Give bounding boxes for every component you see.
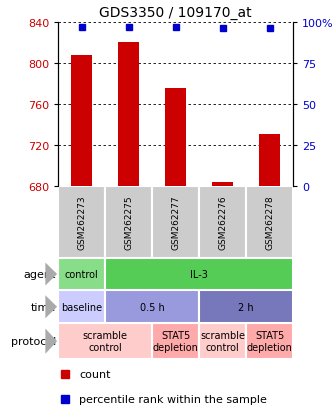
Bar: [105, 186, 152, 258]
Text: protocol: protocol: [11, 336, 56, 347]
Text: GSM262275: GSM262275: [124, 195, 133, 249]
Bar: [246, 323, 293, 359]
Bar: [58, 258, 105, 291]
Bar: [58, 323, 152, 359]
Bar: [152, 186, 199, 258]
Text: control: control: [65, 269, 99, 279]
Text: STAT5
depletion: STAT5 depletion: [153, 330, 198, 353]
Text: IL-3: IL-3: [190, 269, 208, 279]
Bar: [152, 323, 199, 359]
Bar: [259, 135, 280, 186]
Bar: [105, 258, 293, 291]
Text: scramble
control: scramble control: [200, 330, 245, 353]
Text: STAT5
depletion: STAT5 depletion: [247, 330, 292, 353]
Bar: [199, 291, 293, 323]
Bar: [199, 186, 246, 258]
Text: GSM262278: GSM262278: [265, 195, 274, 249]
Bar: [71, 55, 92, 186]
Text: 0.5 h: 0.5 h: [140, 302, 165, 312]
Text: GSM262273: GSM262273: [77, 195, 86, 249]
Text: agent: agent: [24, 269, 56, 279]
Bar: [246, 186, 293, 258]
Text: percentile rank within the sample: percentile rank within the sample: [79, 394, 267, 404]
Polygon shape: [45, 329, 57, 354]
Title: GDS3350 / 109170_at: GDS3350 / 109170_at: [99, 6, 252, 20]
Bar: [58, 186, 105, 258]
Text: time: time: [31, 302, 56, 312]
Text: scramble
control: scramble control: [83, 330, 128, 353]
Polygon shape: [45, 296, 57, 318]
Text: GSM262276: GSM262276: [218, 195, 227, 249]
Text: count: count: [79, 369, 111, 379]
Bar: [199, 323, 246, 359]
Polygon shape: [45, 263, 57, 286]
Bar: [165, 89, 186, 186]
Bar: [58, 291, 105, 323]
Text: GSM262277: GSM262277: [171, 195, 180, 249]
Text: baseline: baseline: [61, 302, 102, 312]
Text: 2 h: 2 h: [238, 302, 254, 312]
Bar: [118, 43, 139, 186]
Bar: [105, 291, 199, 323]
Bar: [212, 183, 233, 186]
